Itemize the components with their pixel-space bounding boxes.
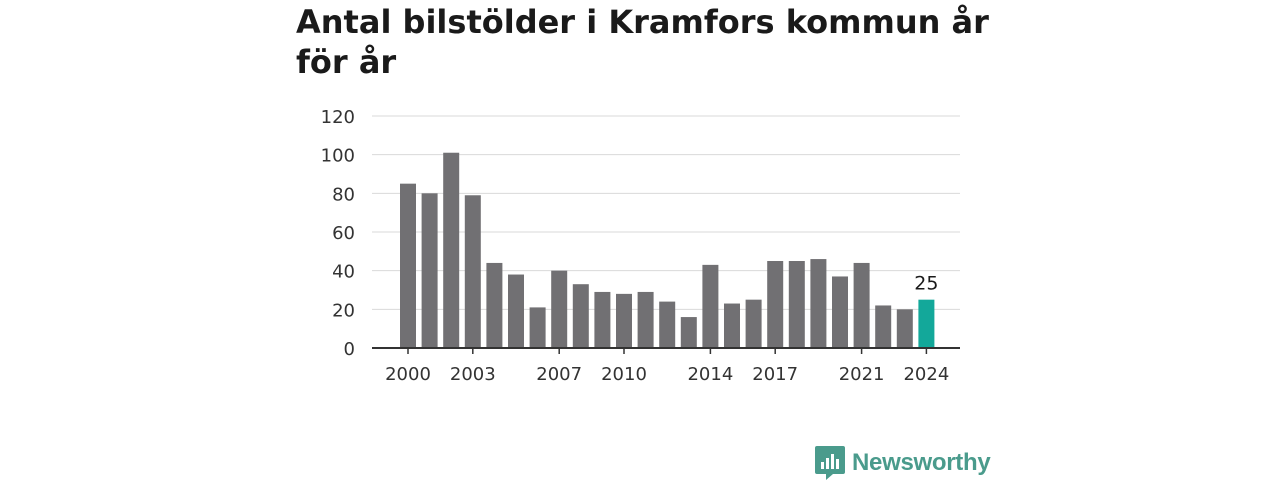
- bar: [659, 301, 676, 348]
- bar: [508, 274, 524, 348]
- bar: [400, 183, 416, 348]
- x-tick-label: 2014: [687, 364, 733, 385]
- y-tick-label: 100: [321, 146, 355, 167]
- y-tick-label: 60: [332, 223, 355, 244]
- newsworthy-logo-text: Newsworthy: [852, 449, 991, 476]
- bar: [529, 307, 546, 348]
- bar: [810, 259, 827, 348]
- x-tick-label: 2003: [450, 364, 496, 385]
- y-tick-label: 120: [321, 107, 355, 128]
- y-tick-label: 0: [344, 339, 355, 360]
- x-tick-label: 2007: [536, 364, 582, 385]
- bar: [788, 261, 805, 348]
- bar: [616, 293, 632, 348]
- data-label: 25: [914, 273, 938, 295]
- x-tick-label: 2024: [903, 364, 949, 385]
- bar: [486, 262, 503, 348]
- bar: [551, 270, 568, 348]
- x-tick-label: 2010: [601, 364, 647, 385]
- bar: [832, 276, 848, 348]
- x-tick-label: 2017: [752, 364, 798, 385]
- bar: [680, 317, 697, 348]
- bar: [594, 291, 611, 348]
- newsworthy-logo: Newsworthy: [815, 446, 991, 480]
- bar: [896, 309, 913, 348]
- newsworthy-logo-icon: [815, 446, 845, 480]
- bar: [572, 284, 589, 348]
- y-tick-label: 40: [332, 262, 355, 283]
- bar: [421, 193, 438, 348]
- x-tick-label: 2021: [839, 364, 885, 385]
- bar: [464, 195, 481, 348]
- y-tick-label: 20: [332, 300, 355, 321]
- y-tick-label: 80: [332, 184, 355, 205]
- bar: [918, 299, 935, 348]
- bar: [724, 303, 740, 348]
- bar: [767, 261, 784, 348]
- chart-title: Antal bilstölder i Kramfors kommun år fö…: [296, 3, 989, 81]
- bar: [702, 264, 719, 348]
- bar: [745, 299, 762, 348]
- bar: [637, 291, 654, 348]
- x-tick-label: 2000: [385, 364, 431, 385]
- bar: [443, 152, 460, 348]
- bar: [853, 262, 870, 348]
- bar: [875, 305, 892, 348]
